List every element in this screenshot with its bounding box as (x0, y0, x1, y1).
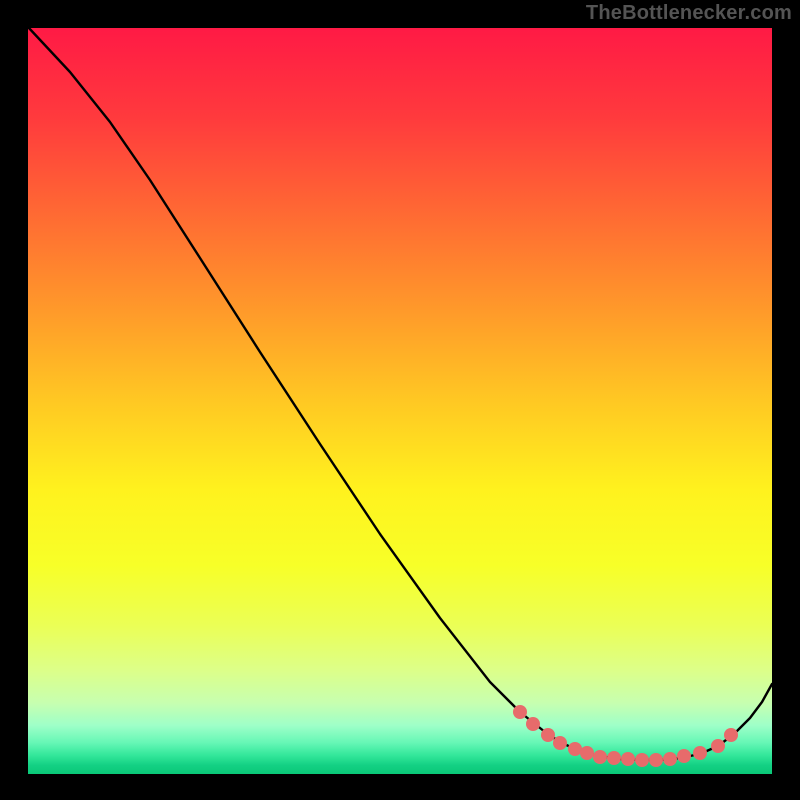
watermark-text: TheBottlenecker.com (586, 2, 792, 25)
chart-svg (0, 0, 800, 800)
data-dot (553, 736, 567, 750)
data-dot (568, 742, 582, 756)
data-dot (663, 752, 677, 766)
data-dot (677, 749, 691, 763)
data-dot (513, 705, 527, 719)
data-dot (607, 751, 621, 765)
data-dot (724, 728, 738, 742)
data-dot (693, 746, 707, 760)
data-dot (541, 728, 555, 742)
data-dot (526, 717, 540, 731)
data-dot (593, 750, 607, 764)
data-dot (621, 752, 635, 766)
data-dot (635, 753, 649, 767)
data-dot (580, 746, 594, 760)
data-dot (711, 739, 725, 753)
gradient-panel (28, 28, 772, 774)
data-dot (649, 753, 663, 767)
chart-root: TheBottlenecker.com (0, 0, 800, 800)
